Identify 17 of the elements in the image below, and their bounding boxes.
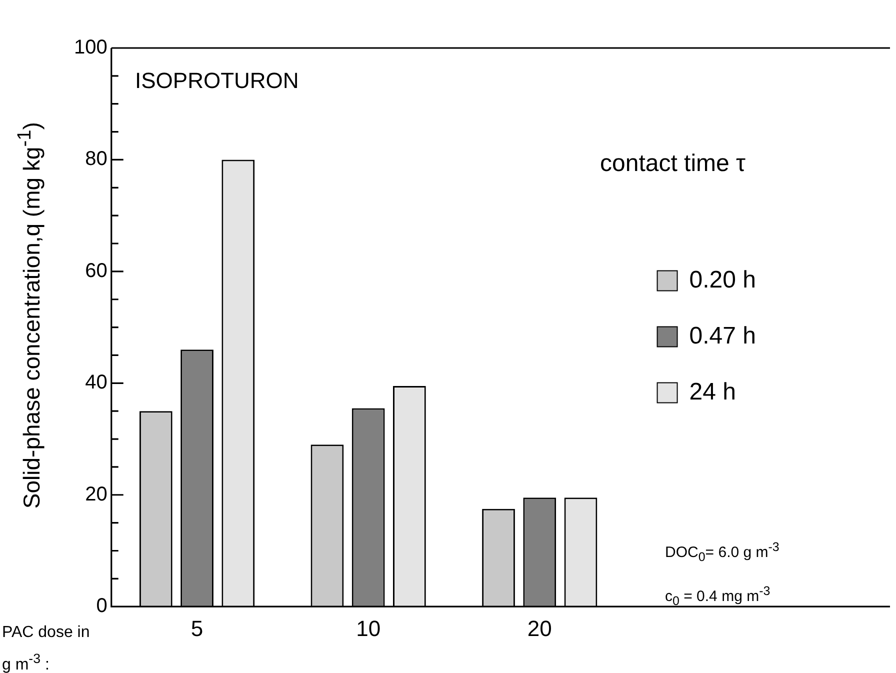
x-tick-label: 10 xyxy=(356,616,381,641)
x-tick-label: 5 xyxy=(190,616,204,641)
x-tick-label: 20 xyxy=(527,616,552,641)
legend-label: 0.47 h xyxy=(689,322,756,350)
text: ISOPROTURON xyxy=(135,68,299,94)
y-tick-label: 20 xyxy=(85,483,108,506)
legend-label: 24 h xyxy=(689,378,736,406)
legend-label: 0.20 h xyxy=(689,266,756,294)
y-tick-label: 0 xyxy=(96,595,108,618)
y-tick-label: 100 xyxy=(74,36,108,59)
text: c$_{0}$ = 0.4 mg m$^{-3}$ xyxy=(665,584,770,608)
legend-title: contact time τ xyxy=(600,150,746,178)
text: DOC$_{0}$= 6.0 g m$^{-3}$ xyxy=(665,540,780,564)
y-tick-label: 80 xyxy=(85,148,108,170)
x-axis-title: PAC dose in g m$^{-3}$ : xyxy=(2,623,91,673)
y-tick-label: 60 xyxy=(85,260,108,282)
y-tick-label: 40 xyxy=(85,372,108,394)
